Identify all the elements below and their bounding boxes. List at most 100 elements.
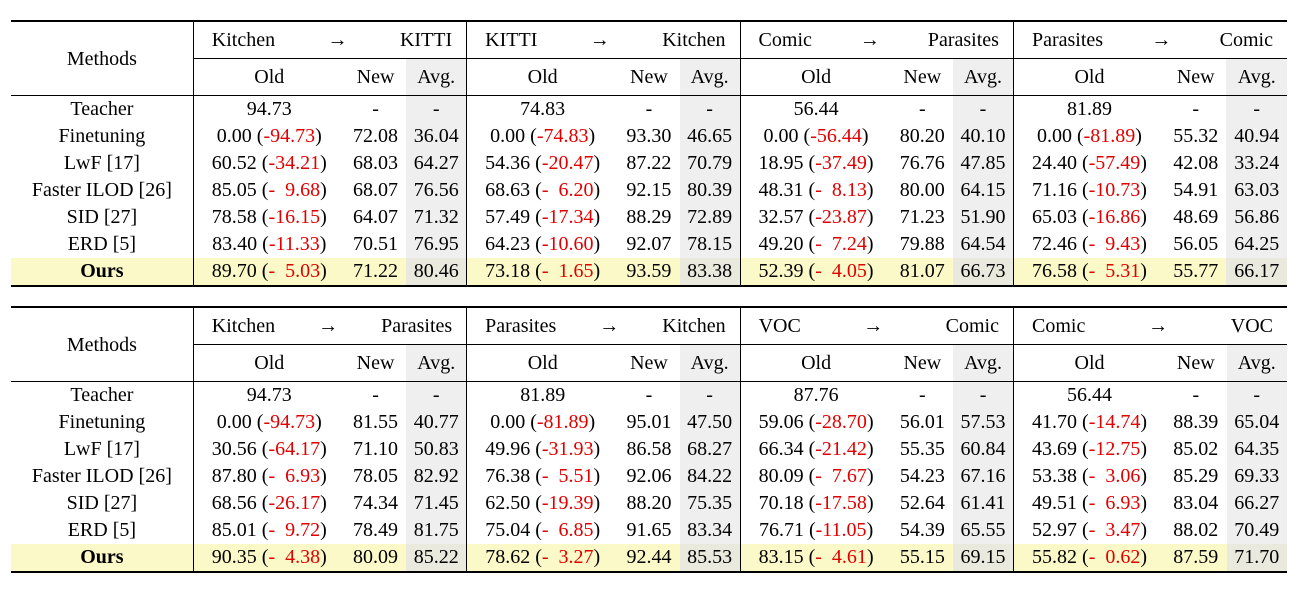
forgetting-delta: -17.58 [815, 492, 867, 514]
avg-score: 46.65 [679, 123, 741, 150]
old-score: 0.00 (-94.73) [192, 409, 345, 436]
method-name: Teacher [70, 384, 134, 406]
avg-header: Avg. [406, 344, 467, 382]
task-header: Parasites → Kitchen [466, 306, 741, 345]
new-score: 56.01 [899, 411, 945, 433]
avg-score: 68.27 [679, 436, 741, 463]
old-value: 0.00 ( [763, 125, 811, 147]
new-score: 71.23 [899, 206, 945, 228]
avg-score: 64.35 [1226, 436, 1287, 463]
new-score: - [372, 384, 379, 406]
avg-score: 80.46 [406, 258, 467, 287]
old-score: 59.06 (-28.70) [739, 409, 892, 436]
old-header: Old [192, 58, 345, 96]
task-source: Parasites [1031, 29, 1104, 51]
forgetting-delta: -19.39 [541, 492, 594, 514]
old-value: 94.73 [246, 98, 292, 120]
old-score: 78.58 (-16.15) [192, 204, 345, 231]
new-score: 83.04 [1173, 492, 1219, 514]
table-row: Faster ILOD [26] 87.80 (- 6.93) 78.05 82.92… [11, 463, 1287, 490]
task-target: Parasites [927, 29, 999, 51]
old-score: 87.80 (- 6.93) [192, 463, 345, 490]
old-value: 24.40 ( [1031, 152, 1089, 174]
forgetting-delta: -37.49 [815, 152, 867, 174]
old-score: 0.00 (-81.89) [1012, 123, 1165, 150]
forgetting-delta: - 7.67 [815, 465, 867, 487]
avg-score: 65.04 [1226, 409, 1287, 436]
avg-score: 65.55 [953, 517, 1014, 544]
close-paren: ) [1140, 465, 1148, 487]
old-score: 78.62 (- 3.27) [466, 544, 619, 573]
old-score: 32.57 (-23.87) [739, 204, 892, 231]
task-arrow: → [589, 29, 610, 51]
forgetting-delta: - 3.47 [1088, 519, 1141, 541]
forgetting-delta: - 5.03 [268, 260, 321, 282]
task-header: Comic → VOC [1013, 306, 1287, 345]
close-paren: ) [866, 152, 874, 174]
forgetting-delta: - 3.27 [541, 546, 594, 568]
old-value: 32.57 ( [758, 206, 816, 228]
avg-score: 78.15 [679, 231, 741, 258]
new-header: New [891, 58, 954, 96]
new-score: 54.91 [1173, 179, 1219, 201]
new-score: 88.20 [626, 492, 672, 514]
new-score: - [372, 98, 379, 120]
avg-score: 60.84 [953, 436, 1014, 463]
old-value: 30.56 ( [211, 438, 269, 460]
old-score: 43.69 (-12.75) [1013, 436, 1166, 463]
forgetting-delta: - 7.24 [815, 233, 867, 255]
old-value: 41.70 ( [1032, 411, 1089, 433]
forgetting-delta: -57.49 [1088, 152, 1141, 174]
task-arrow: → [1148, 315, 1169, 337]
new-score: 87.22 [626, 152, 672, 174]
old-score: 62.50 (-19.39) [466, 490, 619, 517]
close-paren: ) [320, 519, 327, 541]
forgetting-delta: - 6.85 [541, 519, 594, 541]
header-row-metrics: Old New Avg. Old New Avg. Old New Avg. Old New Avg. [11, 58, 1287, 96]
avg-score: 80.39 [679, 177, 741, 204]
table-row: ERD [5] 85.01 (- 9.72) 78.49 81.75 75.04 (- … [11, 517, 1287, 544]
task-arrow: → [599, 315, 620, 337]
close-paren: ) [1140, 179, 1147, 201]
old-score: 75.04 (- 6.85) [466, 517, 619, 544]
forgetting-delta: -34.21 [268, 152, 321, 174]
table-row: Ours 90.35 (- 4.38) 80.09 85.22 78.62 (- 3.2… [11, 544, 1287, 573]
old-score: 0.00 (-81.89) [466, 409, 619, 436]
avg-score: 76.95 [406, 231, 467, 258]
old-value: 0.00 ( [1036, 125, 1084, 147]
old-value: 62.50 ( [485, 492, 542, 514]
avg-header: Avg. [953, 344, 1014, 382]
new-score: 79.88 [899, 233, 945, 255]
avg-score: 47.85 [953, 150, 1014, 177]
method-name: Finetuning [58, 411, 146, 433]
avg-score: 64.25 [1226, 231, 1287, 258]
avg-score: 40.10 [953, 123, 1014, 150]
old-score: 73.18 (- 1.65) [466, 258, 619, 287]
methods-header: Methods [11, 306, 194, 382]
forgetting-delta: -94.73 [263, 411, 316, 433]
new-score: 85.29 [1173, 465, 1219, 487]
new-header: New [618, 58, 680, 96]
new-score: 71.10 [353, 438, 399, 460]
old-value: 59.06 ( [758, 411, 816, 433]
close-paren: ) [593, 152, 601, 174]
close-paren: ) [861, 125, 869, 147]
table-row: SID [27] 68.56 (-26.17) 74.34 71.45 62.50 (-… [11, 490, 1287, 517]
old-value: 52.97 ( [1032, 519, 1089, 541]
new-score: 71.22 [344, 258, 407, 287]
close-paren: ) [320, 152, 327, 174]
avg-score: 50.83 [406, 436, 467, 463]
new-header: New [891, 344, 954, 382]
avg-score: 64.54 [953, 231, 1014, 258]
forgetting-delta: - 6.20 [541, 179, 594, 201]
close-paren: ) [866, 519, 874, 541]
close-paren: ) [593, 179, 601, 201]
old-score: 72.46 (- 9.43) [1012, 231, 1165, 258]
close-paren: ) [866, 492, 874, 514]
avg-header: Avg. [1226, 344, 1287, 382]
method-name: LwF [17] [63, 152, 140, 174]
old-value: 74.83 [520, 98, 566, 120]
avg-score: 67.16 [953, 463, 1014, 490]
close-paren: ) [593, 465, 601, 487]
task-header: VOC → Comic [739, 306, 1014, 345]
